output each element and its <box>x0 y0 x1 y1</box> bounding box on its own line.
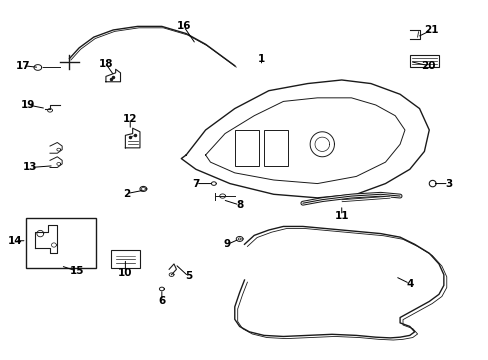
Text: 15: 15 <box>69 266 84 276</box>
Text: 11: 11 <box>334 211 348 221</box>
Text: 2: 2 <box>123 189 130 199</box>
Text: 5: 5 <box>184 271 192 282</box>
Text: 12: 12 <box>123 114 137 124</box>
Text: 6: 6 <box>158 296 165 306</box>
Text: 8: 8 <box>236 200 243 210</box>
Text: 17: 17 <box>16 61 31 71</box>
Text: 21: 21 <box>424 25 438 35</box>
Text: 9: 9 <box>224 239 230 249</box>
Text: 10: 10 <box>118 268 132 278</box>
Text: 19: 19 <box>21 100 35 110</box>
Text: 20: 20 <box>420 61 435 71</box>
Text: 4: 4 <box>406 279 413 289</box>
Text: 18: 18 <box>99 59 113 69</box>
Text: 7: 7 <box>192 179 199 189</box>
Text: 3: 3 <box>444 179 451 189</box>
Text: 14: 14 <box>8 236 22 246</box>
Text: 13: 13 <box>23 162 38 172</box>
Text: 1: 1 <box>257 54 264 64</box>
Text: 16: 16 <box>176 21 191 31</box>
